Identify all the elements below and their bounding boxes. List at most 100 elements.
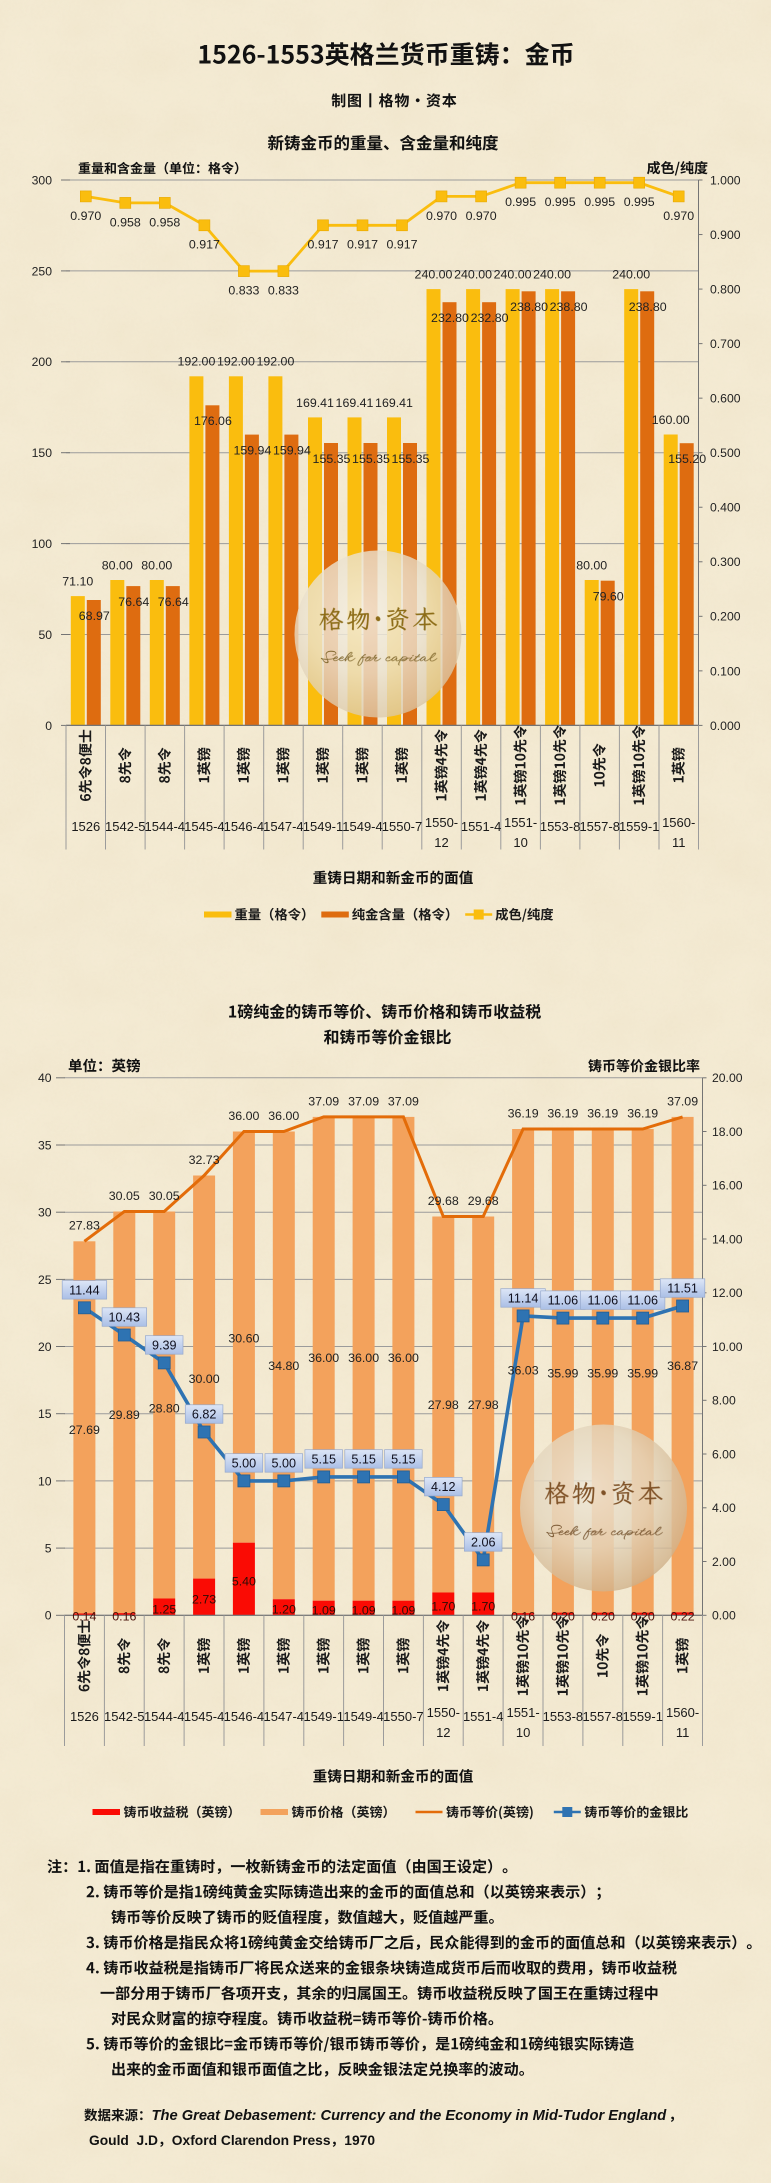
svg-text:80.00: 80.00	[141, 558, 172, 572]
svg-text:27.69: 27.69	[69, 1423, 100, 1437]
svg-text:11: 11	[672, 835, 686, 850]
svg-text:5.15: 5.15	[351, 1453, 376, 1467]
svg-text:27.98: 27.98	[428, 1398, 459, 1412]
svg-text:6.82: 6.82	[192, 1408, 217, 1422]
svg-text:36.19: 36.19	[627, 1106, 658, 1120]
svg-text:29.68: 29.68	[428, 1194, 459, 1208]
svg-text:11.06: 11.06	[588, 1294, 619, 1308]
svg-text:0.900: 0.900	[710, 228, 741, 242]
svg-text:1526: 1526	[71, 819, 100, 834]
svg-text:36.19: 36.19	[508, 1106, 539, 1120]
svg-text:1544-4: 1544-4	[145, 819, 185, 834]
svg-text:30.00: 30.00	[189, 1372, 220, 1386]
svg-text:0.300: 0.300	[710, 555, 741, 569]
svg-text:80.00: 80.00	[102, 558, 133, 572]
svg-text:1560-: 1560-	[662, 815, 695, 830]
svg-text:1547-4: 1547-4	[264, 1709, 304, 1724]
svg-text:68.97: 68.97	[79, 609, 110, 623]
svg-text:0.995: 0.995	[624, 195, 655, 209]
svg-text:150: 150	[32, 446, 53, 460]
svg-text:1970: 1970	[344, 2133, 375, 2148]
svg-text:Gould J.D: Gould J.D	[89, 2133, 158, 2148]
svg-text:0.833: 0.833	[268, 284, 299, 298]
svg-text:1550-7: 1550-7	[383, 1709, 423, 1724]
svg-text:35.99: 35.99	[547, 1366, 578, 1380]
svg-text:240.00: 240.00	[454, 268, 492, 282]
svg-text:12.00: 12.00	[712, 1286, 743, 1300]
svg-text:34.80: 34.80	[268, 1359, 299, 1373]
svg-text:1.09: 1.09	[312, 1603, 336, 1617]
svg-text:Oxford Clarendon Press: Oxford Clarendon Press	[172, 2133, 331, 2148]
svg-text:155.35: 155.35	[392, 452, 430, 466]
svg-text:11.44: 11.44	[69, 1283, 100, 1297]
svg-text:76.64: 76.64	[118, 595, 149, 609]
svg-text:5: 5	[45, 1542, 52, 1556]
svg-text:27.83: 27.83	[69, 1219, 100, 1233]
svg-text:37.09: 37.09	[388, 1094, 419, 1108]
svg-text:1.09: 1.09	[352, 1603, 376, 1617]
svg-text:30.05: 30.05	[109, 1189, 140, 1203]
svg-text:0.000: 0.000	[710, 719, 741, 733]
svg-text:37.09: 37.09	[667, 1094, 698, 1108]
svg-text:1546-4: 1546-4	[224, 819, 264, 834]
svg-text:0.917: 0.917	[189, 238, 220, 252]
svg-text:0: 0	[45, 719, 52, 733]
svg-text:1549-4: 1549-4	[343, 1709, 383, 1724]
svg-text:1526: 1526	[70, 1709, 99, 1724]
svg-text:30: 30	[38, 1206, 52, 1220]
svg-text:1.70: 1.70	[471, 1599, 495, 1613]
svg-text:1546-4: 1546-4	[224, 1709, 264, 1724]
svg-text:240.00: 240.00	[494, 268, 532, 282]
svg-text:The Great Debasement: Currency: The Great Debasement: Currency and the E…	[152, 2108, 668, 2124]
svg-text:0.20: 0.20	[551, 1610, 575, 1624]
svg-text:10: 10	[38, 1474, 52, 1488]
svg-text:5.40: 5.40	[232, 1574, 256, 1588]
svg-text:240.00: 240.00	[415, 268, 453, 282]
svg-text:11.51: 11.51	[667, 1282, 698, 1296]
svg-text:0.917: 0.917	[386, 238, 417, 252]
svg-text:79.60: 79.60	[593, 590, 624, 604]
svg-text:27.98: 27.98	[468, 1398, 499, 1412]
svg-text:159.94: 159.94	[273, 444, 311, 458]
svg-text:0.958: 0.958	[149, 215, 180, 229]
svg-text:238.80: 238.80	[629, 300, 667, 314]
svg-text:8.00: 8.00	[712, 1394, 736, 1408]
svg-text:29.89: 29.89	[109, 1408, 140, 1422]
svg-text:250: 250	[32, 264, 53, 278]
svg-text:18.00: 18.00	[712, 1125, 743, 1139]
svg-text:12: 12	[436, 1725, 450, 1740]
svg-text:0.970: 0.970	[426, 209, 457, 223]
svg-text:0.800: 0.800	[710, 283, 741, 297]
svg-text:36.19: 36.19	[547, 1106, 578, 1120]
svg-text:1559-1: 1559-1	[619, 819, 659, 834]
svg-text:36.00: 36.00	[388, 1351, 419, 1365]
svg-text:232.80: 232.80	[471, 311, 509, 325]
svg-text:37.09: 37.09	[308, 1094, 339, 1108]
svg-text:0.600: 0.600	[710, 392, 741, 406]
svg-text:238.80: 238.80	[550, 300, 588, 314]
svg-text:1545-4: 1545-4	[184, 819, 224, 834]
svg-text:1.000: 1.000	[710, 173, 741, 187]
svg-text:71.10: 71.10	[62, 575, 93, 589]
svg-text:12: 12	[434, 835, 448, 850]
svg-text:0.958: 0.958	[110, 215, 141, 229]
svg-text:169.41: 169.41	[375, 396, 413, 410]
svg-text:0.16: 0.16	[112, 1610, 136, 1624]
svg-text:2.00: 2.00	[712, 1555, 736, 1569]
svg-text:1559-1: 1559-1	[622, 1709, 662, 1724]
svg-text:1544-4: 1544-4	[144, 1709, 184, 1724]
svg-text:36.00: 36.00	[308, 1351, 339, 1365]
svg-text:192.00: 192.00	[177, 355, 215, 369]
svg-text:1547-4: 1547-4	[263, 819, 303, 834]
svg-text:76.64: 76.64	[158, 595, 189, 609]
svg-text:0.100: 0.100	[710, 664, 741, 678]
svg-text:1545-4: 1545-4	[184, 1709, 224, 1724]
svg-text:32.73: 32.73	[189, 1153, 220, 1167]
svg-text:169.41: 169.41	[336, 396, 374, 410]
svg-text:159.94: 159.94	[233, 444, 271, 458]
svg-text:11.14: 11.14	[508, 1292, 539, 1306]
svg-text:1551-: 1551-	[506, 1705, 539, 1720]
svg-text:20: 20	[38, 1340, 52, 1354]
svg-text:1549-4: 1549-4	[342, 819, 382, 834]
svg-text:36.00: 36.00	[268, 1109, 299, 1123]
